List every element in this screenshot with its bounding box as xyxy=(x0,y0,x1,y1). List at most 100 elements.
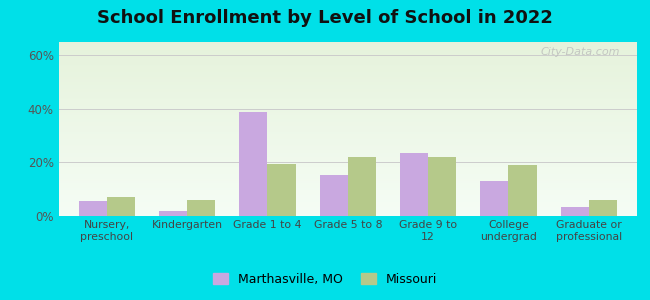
Bar xyxy=(58,214,637,216)
Bar xyxy=(58,115,637,117)
Bar xyxy=(58,202,637,204)
Bar xyxy=(508,165,536,216)
Bar xyxy=(320,175,348,216)
Bar xyxy=(58,152,637,153)
Bar xyxy=(58,124,637,125)
Bar xyxy=(58,125,637,127)
Bar xyxy=(480,181,508,216)
Bar xyxy=(58,211,637,212)
Bar xyxy=(58,117,637,118)
Bar xyxy=(58,174,637,176)
Bar xyxy=(58,113,637,115)
Bar xyxy=(58,167,637,169)
Bar xyxy=(58,134,637,136)
Bar xyxy=(58,92,637,94)
Bar xyxy=(58,185,637,186)
Bar xyxy=(58,129,637,131)
Bar xyxy=(58,73,637,75)
Bar xyxy=(58,181,637,183)
Bar xyxy=(58,169,637,171)
Bar xyxy=(107,197,135,216)
Bar xyxy=(58,207,637,209)
Bar xyxy=(400,153,428,216)
Bar xyxy=(58,70,637,72)
Bar xyxy=(58,148,637,150)
Bar xyxy=(58,42,637,44)
Bar xyxy=(58,122,637,124)
Bar xyxy=(58,101,637,103)
Bar xyxy=(58,64,637,66)
Bar xyxy=(58,118,637,120)
Bar xyxy=(58,178,637,179)
Bar xyxy=(58,194,637,195)
Bar xyxy=(58,199,637,200)
Bar xyxy=(58,127,637,129)
Bar xyxy=(58,99,637,101)
Bar xyxy=(58,140,637,141)
Bar xyxy=(58,49,637,51)
Bar xyxy=(79,201,107,216)
Bar xyxy=(58,195,637,197)
Bar xyxy=(58,91,637,92)
Bar xyxy=(58,72,637,73)
Bar xyxy=(58,108,637,110)
Bar xyxy=(58,190,637,192)
Bar xyxy=(58,176,637,178)
Bar xyxy=(58,85,637,87)
Bar xyxy=(58,46,637,47)
Bar xyxy=(58,172,637,174)
Bar xyxy=(58,52,637,54)
Bar xyxy=(58,44,637,46)
Bar xyxy=(58,141,637,143)
Bar xyxy=(58,150,637,152)
Bar xyxy=(58,136,637,138)
Bar xyxy=(58,77,637,79)
Bar xyxy=(58,206,637,207)
Bar xyxy=(58,204,637,206)
Bar xyxy=(58,94,637,96)
Bar xyxy=(58,80,637,82)
Bar xyxy=(58,87,637,89)
Bar xyxy=(58,110,637,112)
Bar xyxy=(58,89,637,91)
Bar xyxy=(58,54,637,56)
Bar xyxy=(58,51,637,52)
Bar xyxy=(58,179,637,181)
Bar xyxy=(58,82,637,84)
Bar xyxy=(58,68,637,70)
Bar xyxy=(239,112,267,216)
Bar xyxy=(58,209,637,211)
Bar xyxy=(589,200,617,216)
Bar xyxy=(58,63,637,64)
Bar xyxy=(58,200,637,202)
Bar xyxy=(58,157,637,159)
Text: School Enrollment by Level of School in 2022: School Enrollment by Level of School in … xyxy=(97,9,553,27)
Bar xyxy=(58,138,637,140)
Bar xyxy=(58,192,637,194)
Bar xyxy=(58,98,637,99)
Text: City-Data.com: City-Data.com xyxy=(540,47,619,57)
Bar xyxy=(58,145,637,146)
Bar xyxy=(58,143,637,145)
Bar xyxy=(58,133,637,134)
Bar xyxy=(58,171,637,172)
Bar xyxy=(58,66,637,68)
Bar xyxy=(58,146,637,148)
Bar xyxy=(58,183,637,185)
Bar xyxy=(348,157,376,216)
Bar xyxy=(561,207,589,216)
Bar xyxy=(58,105,637,106)
Bar xyxy=(58,186,637,188)
Bar xyxy=(58,153,637,155)
Bar xyxy=(58,79,637,80)
Bar xyxy=(187,200,215,216)
Bar xyxy=(58,212,637,214)
Bar xyxy=(58,106,637,108)
Bar xyxy=(159,211,187,216)
Bar xyxy=(58,59,637,61)
Bar xyxy=(58,84,637,85)
Bar xyxy=(58,61,637,63)
Bar xyxy=(58,120,637,122)
Bar xyxy=(58,131,637,133)
Bar xyxy=(58,159,637,160)
